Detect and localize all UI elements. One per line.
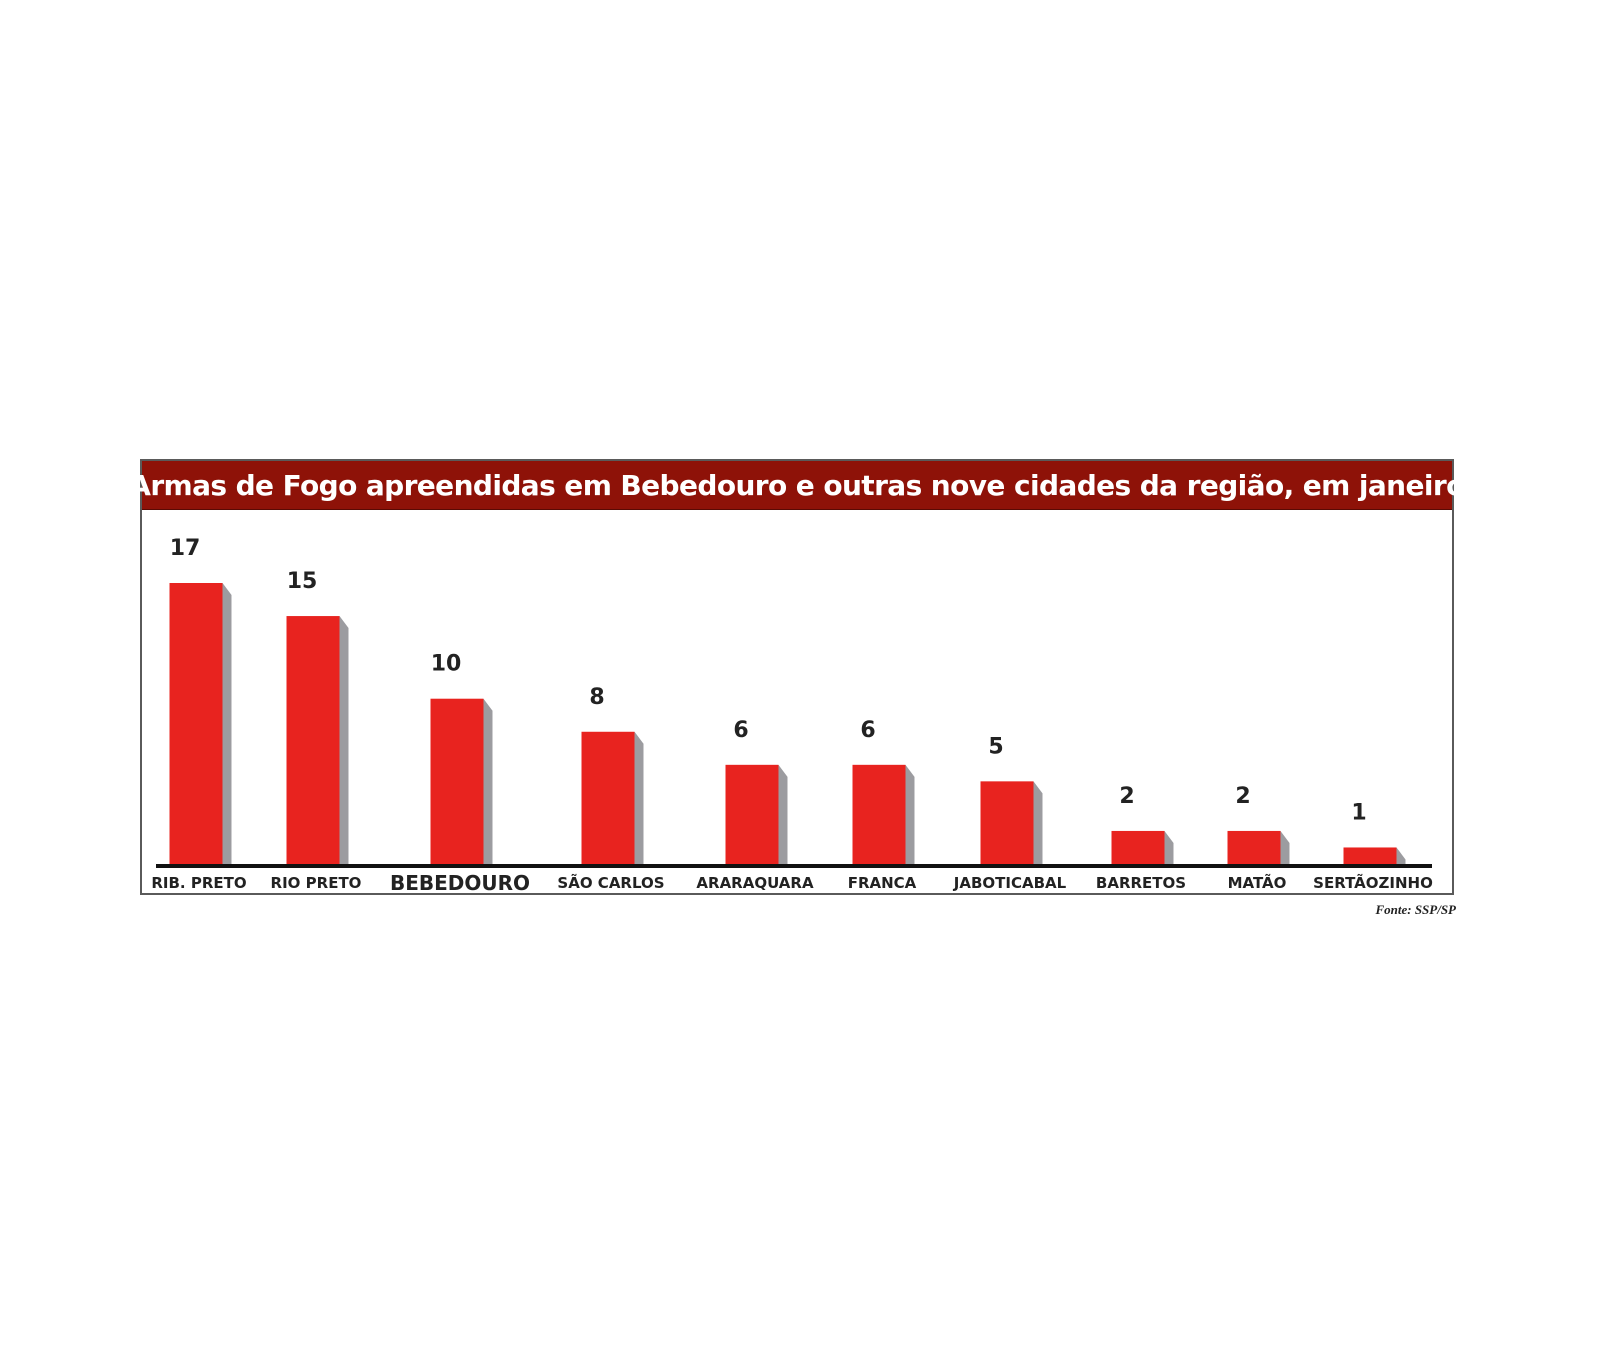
category-label: BARRETOS	[1096, 874, 1186, 892]
category-label: RIO PRETO	[271, 874, 362, 892]
bar	[725, 764, 779, 864]
category-label: JABOTICABAL	[953, 874, 1067, 892]
data-label: 1	[1351, 800, 1366, 825]
chart-title-bar: Armas de Fogo apreendidas em Bebedouro e…	[129, 461, 1465, 510]
bar-shadow	[905, 764, 915, 864]
category-label: BEBEDOURO	[390, 871, 530, 895]
category-label: MATÃO	[1228, 873, 1287, 892]
bar-shadow	[339, 616, 349, 864]
data-label: 5	[988, 734, 1003, 759]
chart-frame: Armas de Fogo apreendidas em Bebedouro e…	[129, 459, 1465, 895]
bar	[430, 698, 484, 864]
bar	[980, 781, 1034, 864]
bar	[581, 731, 635, 864]
category-label: ARARAQUARA	[696, 874, 814, 892]
bar	[1343, 847, 1397, 864]
bar	[1111, 830, 1165, 864]
data-label: 8	[589, 685, 604, 710]
source-note: Fonte: SSP/SP	[1375, 902, 1456, 917]
category-label: SÃO CARLOS	[557, 873, 664, 892]
category-label: SERTÃOZINHO	[1313, 873, 1433, 892]
data-label: 15	[287, 569, 318, 594]
bar	[169, 583, 223, 864]
bar-shadow	[778, 764, 788, 864]
bar	[286, 616, 340, 864]
chart-title: Armas de Fogo apreendidas em Bebedouro e…	[129, 468, 1465, 502]
bar-shadow	[1280, 830, 1290, 864]
bar-shadow	[1033, 781, 1043, 864]
bar-shadow	[634, 731, 644, 864]
data-label: 2	[1235, 784, 1250, 809]
data-label: 6	[860, 718, 875, 743]
data-label: 10	[431, 652, 462, 677]
bar-shadow	[222, 583, 232, 864]
data-label: 17	[170, 536, 201, 561]
bar	[852, 764, 906, 864]
category-label: RIB. PRETO	[151, 874, 246, 892]
bar-shadow	[1396, 847, 1406, 864]
bar	[1227, 830, 1281, 864]
category-label: FRANCA	[848, 874, 917, 892]
bar-shadow	[483, 698, 493, 864]
data-label: 6	[733, 718, 748, 743]
data-label: 2	[1119, 784, 1134, 809]
bar-shadow	[1164, 830, 1174, 864]
